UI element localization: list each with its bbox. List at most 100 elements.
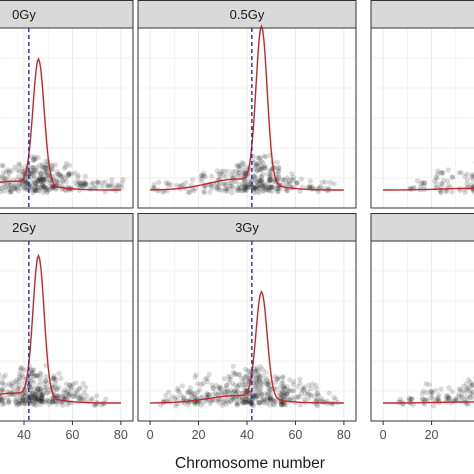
data-point <box>0 397 2 402</box>
data-point <box>195 381 201 387</box>
data-point <box>262 182 268 189</box>
data-point <box>261 185 267 191</box>
data-point <box>210 385 216 391</box>
data-point <box>30 395 36 401</box>
data-point <box>259 183 265 189</box>
data-point <box>241 385 247 391</box>
data-point <box>220 181 226 187</box>
data-point <box>435 168 441 174</box>
data-point <box>30 165 36 171</box>
data-point <box>54 386 60 392</box>
data-point <box>226 379 232 385</box>
data-point <box>243 182 249 188</box>
data-point <box>264 396 270 402</box>
data-point <box>421 180 427 186</box>
data-point <box>230 380 236 387</box>
data-point <box>17 393 23 400</box>
data-point <box>49 399 56 405</box>
data-point <box>109 177 115 183</box>
data-point <box>249 178 255 184</box>
data-point <box>50 166 56 172</box>
data-point <box>457 387 463 393</box>
data-point <box>333 396 339 402</box>
data-point <box>209 173 215 179</box>
data-point <box>66 172 72 178</box>
data-point <box>17 185 24 191</box>
data-point <box>201 188 207 195</box>
data-point <box>95 180 101 186</box>
data-point <box>214 168 220 174</box>
data-point <box>279 388 285 394</box>
data-point <box>276 172 282 178</box>
data-point <box>16 169 22 175</box>
data-point <box>240 382 246 388</box>
data-point <box>228 391 234 397</box>
data-point <box>229 183 235 189</box>
data-point <box>38 176 44 183</box>
data-point <box>103 396 109 402</box>
data-point <box>38 386 44 392</box>
data-point <box>281 393 287 399</box>
data-point <box>191 188 197 194</box>
data-point <box>72 170 78 176</box>
data-point <box>57 172 63 178</box>
data-point <box>13 400 19 406</box>
data-point <box>270 184 276 190</box>
data-point <box>19 372 25 378</box>
data-point <box>49 396 55 402</box>
data-point <box>29 183 35 189</box>
data-point <box>41 184 47 190</box>
data-point <box>258 392 264 398</box>
data-point <box>227 183 233 189</box>
data-point <box>15 184 21 190</box>
data-point <box>439 181 446 187</box>
data-point <box>272 398 278 404</box>
data-point <box>34 372 40 378</box>
data-point <box>65 173 71 179</box>
data-point <box>261 396 267 403</box>
data-point <box>40 396 46 402</box>
data-point <box>459 388 465 395</box>
data-point <box>237 185 243 192</box>
data-point <box>255 182 261 188</box>
data-point <box>43 377 49 383</box>
data-point <box>257 166 263 172</box>
data-point <box>233 395 239 401</box>
data-point <box>37 175 44 181</box>
data-point <box>60 402 66 408</box>
data-point <box>271 396 277 403</box>
data-point <box>32 395 38 402</box>
data-point <box>265 184 272 191</box>
data-point <box>246 399 252 405</box>
data-point <box>20 398 27 404</box>
data-point <box>207 401 213 407</box>
data-point <box>42 187 48 193</box>
data-point <box>444 393 450 399</box>
data-point <box>81 180 87 186</box>
data-point <box>109 181 115 187</box>
data-point <box>80 183 86 189</box>
data-point <box>9 380 16 386</box>
data-point <box>284 392 290 398</box>
data-point <box>37 398 43 404</box>
data-point <box>6 399 12 405</box>
data-point <box>17 181 23 187</box>
data-point <box>407 186 413 192</box>
data-point <box>200 380 206 386</box>
data-point <box>257 380 263 386</box>
data-point <box>257 177 263 184</box>
data-point <box>0 372 2 377</box>
data-point <box>80 184 86 190</box>
data-point <box>295 395 301 401</box>
data-point <box>255 384 261 391</box>
data-point <box>217 386 223 392</box>
data-point <box>259 188 266 194</box>
data-point <box>234 173 240 179</box>
data-point <box>256 376 262 382</box>
data-point <box>0 394 3 400</box>
data-point <box>280 379 286 385</box>
data-point <box>82 173 88 179</box>
data-point <box>221 376 228 382</box>
data-point <box>224 397 230 404</box>
data-point <box>40 176 46 182</box>
